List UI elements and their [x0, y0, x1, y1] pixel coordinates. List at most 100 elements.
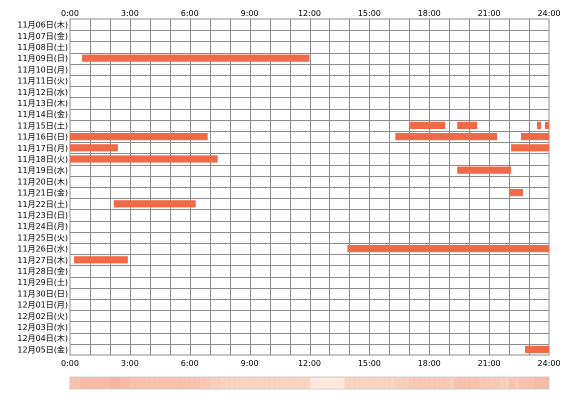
hour-ticks: 0:00 0:00 3:00 3:00 6:00 6:00 9:00 9:00 12:00 12:…: [61, 9, 561, 368]
density-cell: [179, 377, 186, 389]
hour-tick-label: 3:00: [121, 9, 139, 18]
hour-tick-label: 0:00: [61, 9, 79, 18]
density-cell: [474, 377, 480, 389]
activity-bar: [70, 155, 218, 163]
density-cell: [519, 377, 525, 389]
day-label: 11月26日(水): [17, 244, 68, 254]
density-cell: [424, 377, 430, 389]
density-cell: [289, 377, 295, 389]
density-cell: [269, 377, 275, 389]
density-cell: [304, 377, 310, 389]
density-cell: [359, 377, 365, 389]
day-label: 11月15日(土): [17, 120, 68, 130]
density-cell: [479, 377, 485, 389]
density-cell: [524, 377, 530, 389]
density-cell: [459, 377, 465, 389]
density-cell: [429, 377, 435, 389]
density-cell: [189, 377, 196, 389]
density-cell: [414, 377, 420, 389]
hour-tick-label: 6:00: [181, 9, 199, 18]
activity-bar: [457, 121, 478, 129]
density-cell: [254, 377, 260, 389]
density-cell: [419, 377, 425, 389]
density-cell: [119, 377, 126, 389]
activity-bar: [70, 133, 208, 141]
density-cell: [389, 377, 395, 389]
density-cell: [434, 377, 440, 389]
density-cell: [79, 377, 86, 389]
density-cell: [409, 377, 415, 389]
density-cell: [149, 377, 156, 389]
hour-tick-label: 6:00: [181, 359, 199, 368]
density-cell: [484, 377, 490, 389]
density-strip: [69, 376, 550, 390]
density-cell: [229, 377, 235, 389]
density-cell: [114, 377, 121, 389]
density-cell: [219, 377, 225, 389]
hour-tick-label: 12:00: [298, 359, 321, 368]
density-cell: [224, 377, 230, 389]
density-cell: [209, 377, 215, 389]
density-cell: [299, 377, 305, 389]
density-cell: [464, 377, 470, 389]
density-cell: [489, 377, 495, 389]
hour-tick-label: 12:00: [298, 9, 321, 18]
day-label: 11月22日(土): [17, 199, 68, 209]
density-cell: [384, 377, 390, 389]
day-label: 11月07日(金): [17, 31, 68, 41]
hour-tick-label: 21:00: [478, 359, 501, 368]
hour-tick-label: 24:00: [537, 9, 560, 18]
density-cell: [104, 377, 111, 389]
day-label: 11月24日(月): [17, 222, 68, 231]
activity-bar: [81, 54, 310, 62]
density-cell: [404, 377, 410, 389]
day-label: 11月13日(木): [17, 98, 68, 108]
activity-bar: [347, 245, 549, 253]
density-frame: [69, 376, 550, 390]
density-cell: [529, 377, 535, 389]
activity-bar: [545, 121, 549, 129]
hour-tick-label: 0:00: [61, 359, 79, 368]
density-cell: [74, 377, 81, 389]
density-cell: [184, 377, 191, 389]
day-label: 11月28日(金): [17, 266, 68, 276]
day-label: 11月23日(日): [17, 211, 68, 220]
day-label: 11月18日(火): [17, 155, 68, 164]
density-cell: [70, 377, 76, 389]
density-cell: [539, 377, 545, 389]
density-cell: [84, 377, 91, 389]
day-label: 12月03日(水): [17, 322, 68, 332]
activity-bar: [537, 121, 542, 129]
activity-bar: [113, 200, 196, 208]
density-cell: [284, 377, 290, 389]
density-cell: [164, 377, 171, 389]
density-cell: [249, 377, 255, 389]
density-cell: [504, 377, 510, 389]
density-cell: [374, 377, 380, 389]
hour-tick-label: 24:00: [537, 359, 560, 368]
hour-tick-label: 18:00: [418, 359, 441, 368]
activity-bar: [509, 189, 524, 197]
day-label: 12月01日(月): [17, 301, 68, 310]
density-cell: [509, 377, 515, 389]
density-cell: [454, 377, 460, 389]
density-cell: [294, 377, 300, 389]
density-cell: [194, 377, 201, 389]
density-cell: [239, 377, 245, 389]
day-label: 11月30日(日): [17, 289, 68, 298]
day-label: 11月12日(水): [17, 87, 68, 97]
day-label: 11月11日(火): [17, 77, 68, 86]
density-cell: [129, 377, 136, 389]
density-cell: [449, 377, 455, 389]
density-cell: [344, 377, 350, 389]
density-cell: [469, 377, 475, 389]
density-cell: [139, 377, 146, 389]
day-label: 11月10日(月): [17, 65, 68, 74]
density-cell: [354, 377, 360, 389]
day-label: 12月05日(金): [17, 344, 68, 354]
density-cell: [499, 377, 505, 389]
hour-tick-label: 9:00: [241, 359, 259, 368]
density-cell: [214, 377, 220, 389]
day-label: 11月19日(水): [17, 165, 68, 175]
